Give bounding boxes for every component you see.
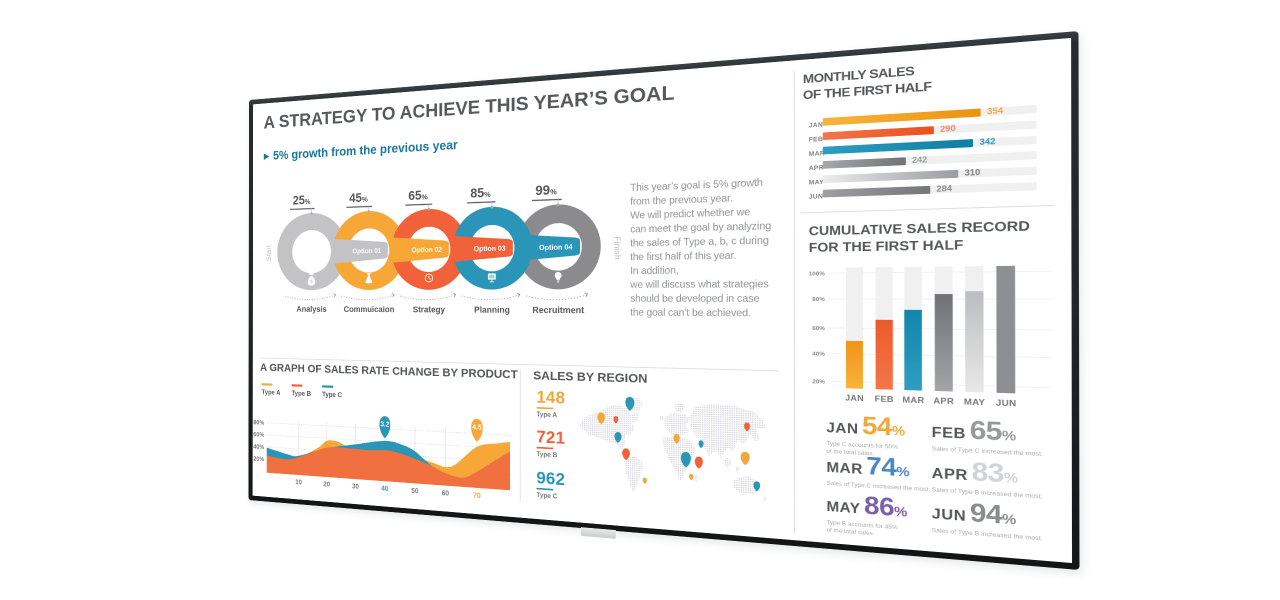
svg-text:20: 20 bbox=[323, 482, 331, 489]
svg-text:JAN: JAN bbox=[845, 395, 864, 404]
svg-text:70: 70 bbox=[473, 493, 481, 501]
svg-text:20%: 20% bbox=[253, 456, 264, 463]
svg-text:FEB: FEB bbox=[875, 396, 894, 405]
svg-text:MAR: MAR bbox=[902, 397, 925, 406]
svg-text:$: $ bbox=[310, 278, 313, 284]
svg-text:Option 01: Option 01 bbox=[352, 248, 382, 256]
svg-text:40%: 40% bbox=[253, 444, 264, 451]
svg-text:Planning: Planning bbox=[474, 305, 510, 315]
svg-text:10: 10 bbox=[295, 479, 302, 486]
svg-text:3.2: 3.2 bbox=[380, 422, 390, 430]
svg-text:30: 30 bbox=[352, 484, 360, 492]
svg-text:80%: 80% bbox=[253, 420, 264, 427]
svg-text:60: 60 bbox=[442, 490, 450, 498]
svg-text:25%: 25% bbox=[293, 194, 311, 208]
svg-text:99%: 99% bbox=[535, 183, 557, 199]
svg-text:60%: 60% bbox=[812, 324, 825, 331]
svg-text:60%: 60% bbox=[253, 432, 264, 439]
svg-text:Option 02: Option 02 bbox=[412, 247, 443, 255]
svg-text:JUN: JUN bbox=[996, 400, 1017, 409]
svg-text:Option 03: Option 03 bbox=[474, 246, 507, 254]
svg-text:100%: 100% bbox=[809, 270, 825, 277]
svg-text:45%: 45% bbox=[349, 191, 368, 206]
svg-text:APR: APR bbox=[933, 398, 955, 407]
svg-text:Strategy: Strategy bbox=[413, 305, 445, 315]
svg-text:85%: 85% bbox=[470, 186, 491, 201]
svg-text:65%: 65% bbox=[408, 189, 428, 204]
svg-text:4.5: 4.5 bbox=[472, 424, 482, 432]
svg-text:MAY: MAY bbox=[964, 399, 985, 408]
svg-text:Recruitment: Recruitment bbox=[532, 305, 585, 315]
svg-text:Analysis: Analysis bbox=[296, 305, 326, 314]
svg-text:Commuicaion: Commuicaion bbox=[344, 305, 395, 315]
svg-text:Option 04: Option 04 bbox=[539, 244, 573, 252]
svg-text:40%: 40% bbox=[812, 350, 825, 357]
svg-text:40: 40 bbox=[381, 486, 389, 494]
svg-text:80%: 80% bbox=[812, 296, 825, 303]
svg-text:50: 50 bbox=[411, 488, 419, 496]
svg-text:20%: 20% bbox=[812, 378, 825, 385]
